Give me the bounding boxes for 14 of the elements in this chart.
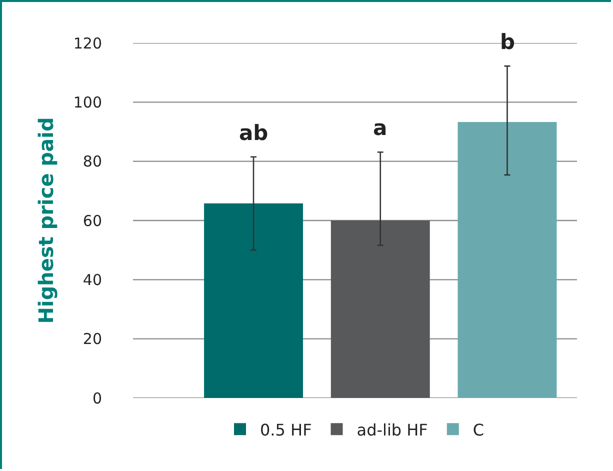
y-tick-label: 120	[73, 34, 102, 52]
annotation: a	[373, 116, 388, 140]
y-tick-label: 0	[92, 389, 102, 408]
y-axis-title: Highest price paid	[34, 117, 58, 324]
y-tick-label: 40	[82, 270, 102, 289]
legend-label: C	[472, 420, 484, 440]
y-tick-label: 100	[73, 93, 102, 112]
legend-label: ad-lib HF	[356, 420, 428, 440]
y-tick-label: 80	[82, 152, 102, 171]
y-tick-label: 60	[82, 212, 102, 230]
annotation: ab	[239, 121, 268, 145]
legend-label: 0.5 HF	[260, 420, 312, 440]
y-tick-label: 20	[82, 330, 102, 348]
annotation: b	[500, 30, 516, 54]
